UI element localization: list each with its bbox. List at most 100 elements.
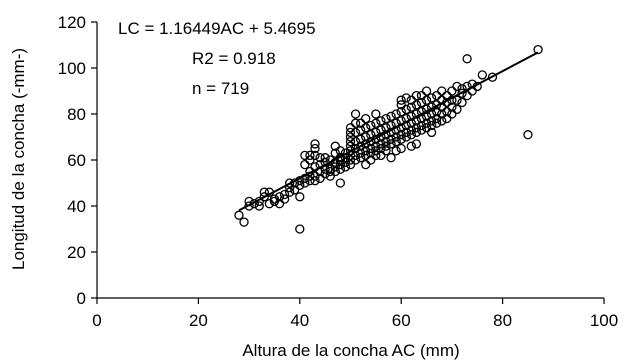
data-point bbox=[447, 86, 457, 96]
data-point bbox=[396, 134, 406, 144]
data-point bbox=[350, 109, 361, 119]
data-point bbox=[269, 196, 280, 207]
data-point bbox=[376, 150, 386, 161]
data-point bbox=[437, 109, 447, 119]
data-point bbox=[315, 173, 325, 184]
data-point bbox=[406, 125, 416, 135]
data-point bbox=[371, 109, 381, 119]
data-point bbox=[426, 93, 437, 103]
data-point bbox=[290, 185, 300, 195]
data-point bbox=[259, 192, 269, 202]
data-point bbox=[376, 143, 386, 154]
data-point bbox=[371, 127, 381, 138]
data-point bbox=[381, 113, 391, 124]
data-point bbox=[401, 104, 411, 115]
data-point bbox=[411, 123, 422, 133]
data-point bbox=[285, 187, 295, 197]
data-point bbox=[335, 146, 346, 156]
data-point bbox=[376, 125, 386, 135]
data-point bbox=[244, 201, 254, 211]
data-point bbox=[432, 113, 442, 124]
data-point bbox=[391, 146, 401, 156]
data-point bbox=[310, 139, 320, 149]
data-point bbox=[300, 178, 310, 188]
data-point bbox=[361, 150, 371, 161]
data-point bbox=[340, 157, 351, 167]
x-tick-label: 0 bbox=[92, 311, 101, 330]
data-point bbox=[361, 123, 371, 133]
data-point bbox=[315, 153, 325, 163]
data-point bbox=[366, 136, 376, 147]
data-point bbox=[426, 116, 437, 126]
r2-annotation: R2 = 0.918 bbox=[192, 49, 276, 68]
data-point bbox=[355, 118, 366, 128]
data-point bbox=[279, 194, 290, 204]
data-point bbox=[350, 127, 361, 138]
data-point bbox=[533, 44, 543, 55]
data-point bbox=[366, 148, 376, 158]
data-point bbox=[416, 97, 427, 108]
data-point bbox=[426, 109, 437, 119]
y-tick-label: 80 bbox=[67, 105, 86, 124]
data-point bbox=[376, 116, 386, 126]
data-point bbox=[330, 166, 340, 177]
data-point bbox=[442, 107, 452, 117]
data-point bbox=[406, 130, 416, 140]
data-point bbox=[371, 150, 381, 161]
data-point bbox=[310, 176, 320, 186]
n-annotation: n = 719 bbox=[192, 79, 249, 98]
data-point bbox=[330, 141, 340, 151]
data-point bbox=[437, 116, 447, 126]
x-tick-label: 60 bbox=[392, 311, 411, 330]
data-point bbox=[345, 136, 356, 147]
data-point bbox=[335, 159, 346, 170]
data-point bbox=[421, 118, 432, 128]
data-point bbox=[345, 127, 356, 138]
data-point bbox=[426, 127, 437, 138]
data-point bbox=[295, 192, 305, 202]
data-point bbox=[447, 109, 457, 119]
data-point bbox=[442, 113, 452, 124]
data-point bbox=[345, 141, 356, 151]
data-point bbox=[406, 95, 416, 105]
data-point bbox=[416, 125, 427, 135]
data-point bbox=[416, 120, 427, 131]
trendline-group bbox=[238, 51, 539, 212]
data-point bbox=[371, 118, 381, 128]
data-point bbox=[345, 159, 356, 170]
data-point bbox=[279, 189, 290, 200]
data-point bbox=[386, 134, 396, 144]
data-point bbox=[371, 141, 381, 151]
data-point bbox=[355, 141, 366, 151]
data-point bbox=[310, 143, 320, 154]
data-point bbox=[285, 178, 295, 188]
data-point bbox=[264, 199, 275, 209]
data-point bbox=[452, 104, 462, 115]
data-point bbox=[452, 81, 462, 92]
data-point bbox=[305, 176, 315, 186]
y-tick-label: 100 bbox=[58, 59, 86, 78]
data-point bbox=[330, 162, 340, 172]
data-point bbox=[355, 153, 366, 163]
y-tick-label: 0 bbox=[77, 289, 86, 308]
y-tick-label: 60 bbox=[67, 151, 86, 170]
data-point bbox=[330, 148, 340, 158]
data-point bbox=[366, 143, 376, 154]
data-point bbox=[366, 120, 376, 131]
data-point bbox=[401, 132, 411, 142]
data-point bbox=[376, 139, 386, 149]
data-point bbox=[396, 143, 406, 154]
data-point bbox=[487, 72, 498, 82]
data-point bbox=[416, 90, 427, 101]
data-point bbox=[391, 109, 401, 119]
data-point bbox=[421, 86, 432, 96]
data-point bbox=[234, 210, 244, 220]
data-point bbox=[310, 171, 320, 181]
data-point bbox=[361, 139, 371, 149]
data-point bbox=[411, 100, 422, 110]
data-point bbox=[254, 201, 264, 211]
data-point bbox=[345, 146, 356, 156]
data-point bbox=[350, 143, 361, 154]
